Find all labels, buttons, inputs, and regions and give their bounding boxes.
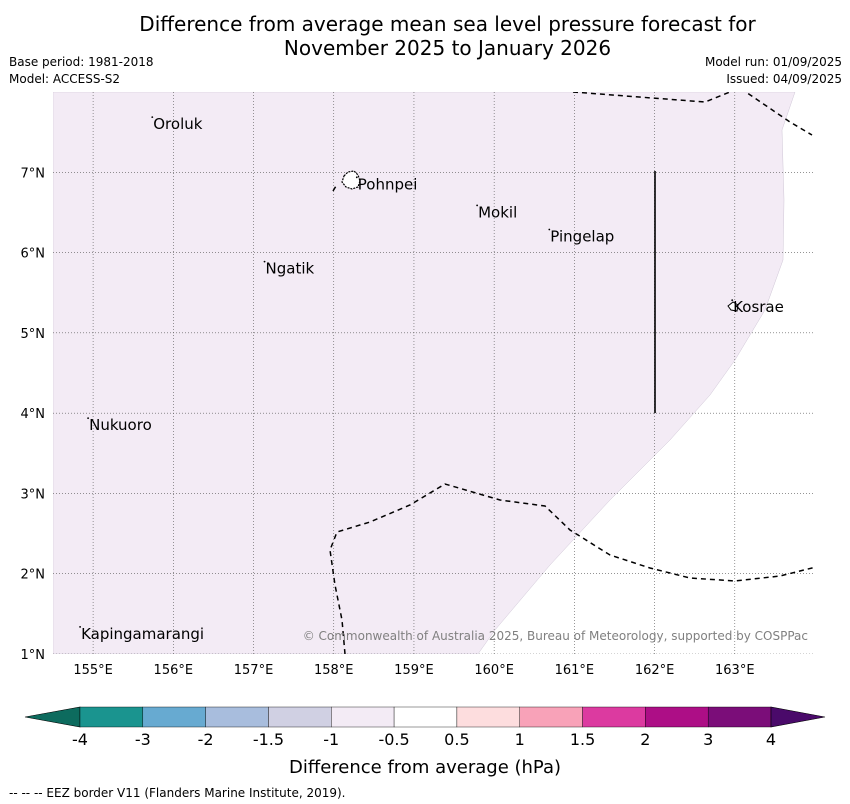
eez-footer-note: -- -- -- EEZ border V11 (Flanders Marine… — [9, 786, 346, 800]
eez-border-pohnpei-fragment — [332, 185, 337, 192]
place-label: Pohnpei — [358, 175, 418, 193]
title-line-1: Difference from average mean sea level p… — [139, 12, 756, 36]
island-marker — [79, 626, 81, 628]
colorbar-tick-label: -4 — [72, 730, 88, 749]
island-marker — [263, 260, 266, 263]
lat-tick-label: 5°N — [21, 327, 46, 342]
colorbar-tick-label: -0.5 — [378, 730, 409, 749]
meta-right: Model run: 01/09/2025 Issued: 04/09/2025 — [705, 54, 842, 88]
model-text: Model: ACCESS-S2 — [9, 72, 121, 86]
colorbar-swatch — [645, 706, 709, 728]
colorbar-tick-label: 0.5 — [444, 730, 469, 749]
island-marker — [731, 299, 734, 302]
lat-tick-label: 4°N — [21, 407, 46, 422]
lat-tick-label: 6°N — [21, 247, 46, 262]
meta-left: Base period: 1981-2018 Model: ACCESS-S2 — [9, 54, 154, 88]
colorbar-tick-label: 1 — [515, 730, 525, 749]
title-line-2: November 2025 to January 2026 — [283, 36, 612, 60]
axis-tick-labels: 155°E 156°E 157°E 158°E 159°E 160°E 161°E 162°E… — [21, 166, 755, 678]
lon-tick-label: 158°E — [314, 663, 354, 678]
place-label: Ngatik — [266, 260, 315, 278]
place-label: Nukuoro — [89, 416, 152, 434]
lon-tick-label: 162°E — [635, 663, 675, 678]
island-marker — [548, 228, 551, 231]
kosrae-island-outline — [727, 301, 739, 312]
island-marker — [355, 176, 358, 179]
anomaly-shaded-region — [53, 92, 796, 654]
place-labels: Oroluk Pohnpei Mokil Pingelap Ngatik Kosrae Nu… — [79, 115, 784, 643]
lon-tick-label: 156°E — [154, 663, 194, 678]
lat-tick-label: 7°N — [21, 166, 46, 181]
colorbar-tick-label: -2 — [198, 730, 214, 749]
lat-tick-label: 1°N — [21, 648, 46, 663]
island-marker — [476, 204, 479, 207]
place-label: Kapingamarangi — [81, 625, 204, 643]
colorbar-tick-label: 1.5 — [570, 730, 595, 749]
colorbar-swatch — [268, 706, 332, 728]
island-marker — [151, 116, 154, 119]
colorbar-tick-label: -1.5 — [253, 730, 284, 749]
base-period-text: Base period: 1981-2018 — [9, 55, 154, 69]
colorbar-swatch — [582, 706, 646, 728]
colorbar-tick-label: -1 — [323, 730, 339, 749]
colorbar-tick-label: -3 — [135, 730, 151, 749]
place-label: Mokil — [478, 203, 517, 221]
place-label: Pingelap — [550, 228, 614, 246]
colorbar-swatch — [331, 706, 395, 728]
eez-border-lines — [329, 92, 815, 654]
eez-border-south — [329, 483, 815, 654]
lon-tick-label: 155°E — [73, 663, 113, 678]
colorbar: -4 -3 -2 -1.5 -1 -0.5 0.5 1 1.5 2 3 4 — [24, 706, 826, 749]
lon-tick-label: 157°E — [234, 663, 274, 678]
place-label: Oroluk — [153, 115, 202, 133]
lon-tick-label: 160°E — [474, 663, 514, 678]
lon-tick-label: 163°E — [715, 663, 755, 678]
colorbar-swatch — [205, 706, 269, 728]
colorbar-swatch — [393, 706, 458, 728]
lat-tick-label: 2°N — [21, 568, 46, 583]
pohnpei-island-outline — [341, 170, 361, 190]
issued-text: Issued: 04/09/2025 — [726, 72, 842, 86]
place-label: Kosrae — [733, 298, 784, 316]
colorbar-tick-label: 4 — [766, 730, 776, 749]
colorbar-tick-label: 3 — [703, 730, 713, 749]
lon-tick-label: 159°E — [394, 663, 434, 678]
colorbar-swatch — [142, 706, 206, 728]
model-run-text: Model run: 01/09/2025 — [704, 55, 842, 69]
copyright-text: © Commonwealth of Australia 2025, Bureau… — [303, 629, 808, 643]
colorbar-label: Difference from average (hPa) — [289, 757, 561, 778]
colorbar-swatch — [79, 706, 144, 728]
lat-tick-label: 3°N — [21, 487, 46, 502]
colorbar-swatch — [519, 706, 583, 728]
colorbar-swatch — [707, 706, 772, 728]
colorbar-extend-low — [24, 706, 81, 728]
colorbar-extend-high — [770, 706, 826, 728]
colorbar-tick-label: 2 — [640, 730, 650, 749]
chart-title: Difference from average mean sea level p… — [0, 12, 850, 60]
colorbar-swatch — [456, 706, 520, 728]
lon-tick-label: 161°E — [555, 663, 595, 678]
island-marker — [87, 417, 89, 420]
